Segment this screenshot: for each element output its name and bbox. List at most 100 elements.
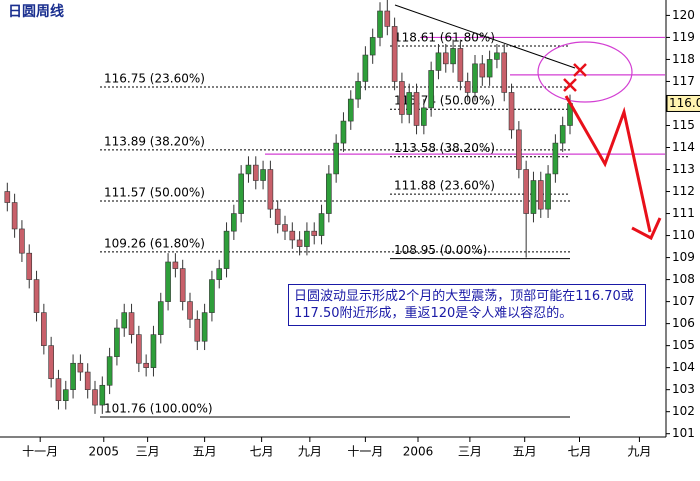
y-tick-label: 107 [672,294,695,308]
candle-body [333,142,339,175]
candle-body [362,54,369,82]
candle-body [62,389,69,401]
x-tick-label: 十一月 [347,445,383,459]
candle-body [472,63,478,93]
y-tick-label: 110 [672,228,695,242]
candle-body [26,252,33,280]
y-tick-label: 113 [672,162,695,176]
fib-label: 111.88 (23.60%) [394,179,495,193]
candle-body [347,98,354,122]
candle-body [70,362,76,390]
y-tick-label: 109 [672,250,695,264]
candle-body [165,261,171,302]
x-mark [573,63,587,77]
candle-body [92,389,98,406]
x-tick-label: 五月 [193,445,217,459]
y-tick-label: 102 [672,404,695,418]
candle-body [537,180,544,210]
x-mark [563,78,577,92]
candle-body [187,301,193,320]
x-tick-label: 九月 [298,445,322,459]
forecast-arrow [564,95,652,233]
candle-body [106,356,113,386]
fib-label: 113.58 (38.20%) [394,141,495,155]
candle-body [486,59,493,78]
y-tick-label: 115 [672,118,695,132]
y-tick-label: 101 [672,426,695,440]
candle-body [377,10,383,38]
candle-body [340,120,347,144]
candle-body [201,312,208,342]
y-tick-label: 120 [672,8,695,22]
candle-body [530,180,537,214]
candle-body [311,230,318,236]
arrow-head [631,217,662,241]
plot: 101 102 103 104 105 106 107 108 109 110 111 112 113 1… [0,0,700,459]
candle-body [55,378,62,401]
candle-body [391,26,398,82]
candle-body [77,362,84,373]
y-tick-label: 111 [672,206,695,220]
candle-body [4,191,11,203]
candle-body [252,164,259,181]
candle-body [99,384,106,406]
candle-body [172,261,179,269]
candle-body [128,312,135,335]
y-tick-label: 108 [672,272,695,286]
candle-body [552,142,559,175]
candle-body [559,125,566,144]
candle-body [289,230,296,241]
candle-body [216,268,223,280]
y-tick-label: 118 [672,52,695,66]
candle-body [545,173,551,210]
candle-body [406,92,413,115]
candle-body [157,301,164,335]
candle-body [384,10,391,27]
x-tick-label: 2006 [403,445,434,459]
candle-body [143,362,149,368]
candle-body [136,334,142,364]
x-tick-label: 九月 [627,445,651,459]
chart-title: 日圆周线 [8,3,64,20]
x-tick-label: 七月 [567,445,591,459]
y-tick-label: 104 [672,360,695,374]
y-tick-label: 112 [672,184,695,198]
candle-body [41,312,47,346]
candle-body [450,48,456,65]
candle-body [435,52,442,71]
candle-body [245,164,252,175]
candle-body [326,173,332,214]
x-tick-label: 五月 [513,445,537,459]
candle-body [282,224,288,232]
y-tick-label: 114 [672,140,695,154]
fib-label: 116.75 (23.60%) [104,71,205,85]
candle-body [355,81,361,100]
fib-label: 109.26 (61.80%) [104,236,205,250]
candle-body [318,213,325,236]
candle-body [194,318,201,342]
candle-body [223,230,230,269]
y-tick-label: 103 [672,382,695,396]
candle-body [179,268,186,302]
x-tick-label: 七月 [250,445,274,459]
y-tick-label: 106 [672,316,695,330]
candle-body [413,92,420,126]
x-tick-label: 三月 [458,445,482,459]
candle-body [369,37,376,56]
candle-body [209,279,215,313]
fib-label: 108.95 (0.00%) [394,243,487,257]
candle-body [523,169,529,214]
candle-body [494,52,500,60]
trend-line [394,4,576,69]
fib-label: 113.89 (38.20%) [104,134,205,148]
candle-body [33,279,40,313]
candle-body [231,213,237,232]
annotation-box: 日圆波动显示形成2个月的大型震荡，顶部可能在116.70或117.50附近形成，… [288,284,646,326]
candle-body [11,202,18,230]
y-tick-label: 119 [672,30,695,44]
candle-body [121,312,128,329]
candle-body [464,81,471,93]
fib-label: 101.76 (100.00%) [104,401,213,415]
